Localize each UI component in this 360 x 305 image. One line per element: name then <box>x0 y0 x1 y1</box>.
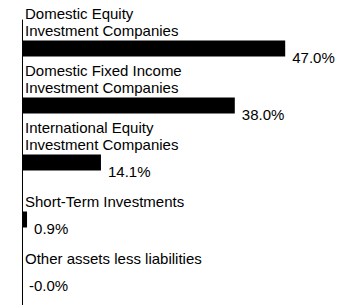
svg-text:Short-Term Investments: Short-Term Investments <box>25 193 184 210</box>
svg-text:-0.0%: -0.0% <box>29 277 68 294</box>
svg-text:Domestic Equity: Domestic Equity <box>25 5 134 22</box>
svg-text:Investment Companies: Investment Companies <box>25 79 178 96</box>
svg-text:47.0%: 47.0% <box>292 49 335 66</box>
svg-text:14.1%: 14.1% <box>108 163 151 180</box>
svg-text:0.9%: 0.9% <box>34 220 68 237</box>
svg-text:International Equity: International Equity <box>25 119 154 136</box>
svg-text:Other assets less liabilities: Other assets less liabilities <box>25 250 202 267</box>
svg-text:Domestic Fixed Income: Domestic Fixed Income <box>25 62 182 79</box>
svg-text:38.0%: 38.0% <box>242 106 285 123</box>
svg-text:Investment Companies: Investment Companies <box>25 22 178 39</box>
svg-text:Investment Companies: Investment Companies <box>25 136 178 153</box>
